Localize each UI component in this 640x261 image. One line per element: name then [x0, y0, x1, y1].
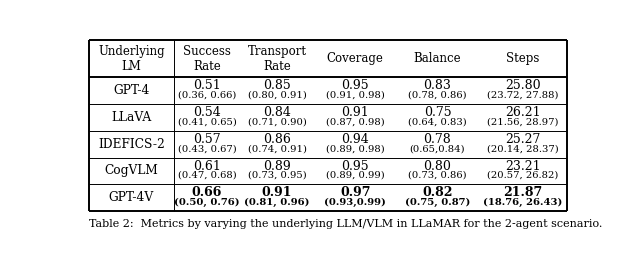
Text: (0.75, 0.87): (0.75, 0.87): [405, 198, 470, 207]
Text: (0.89, 0.98): (0.89, 0.98): [326, 144, 385, 153]
Text: (0.80, 0.91): (0.80, 0.91): [248, 91, 307, 99]
Text: 0.94: 0.94: [341, 133, 369, 146]
Text: Underlying
LM: Underlying LM: [98, 45, 164, 73]
Text: 0.95: 0.95: [342, 79, 369, 92]
Text: (0.74, 0.91): (0.74, 0.91): [248, 144, 307, 153]
Text: 0.78: 0.78: [424, 133, 451, 146]
Text: (0.64, 0.83): (0.64, 0.83): [408, 117, 467, 126]
Text: Transport
Rate: Transport Rate: [248, 45, 307, 73]
Text: (0.36, 0.66): (0.36, 0.66): [178, 91, 236, 99]
Text: (0.73, 0.95): (0.73, 0.95): [248, 171, 307, 180]
Text: (0.43, 0.67): (0.43, 0.67): [178, 144, 236, 153]
Text: (0.73, 0.86): (0.73, 0.86): [408, 171, 467, 180]
Text: 0.91: 0.91: [262, 186, 292, 199]
Text: 0.54: 0.54: [193, 106, 221, 119]
Text: 0.84: 0.84: [263, 106, 291, 119]
Text: LLaVA: LLaVA: [111, 111, 152, 124]
Text: (0.65,0.84): (0.65,0.84): [410, 144, 465, 153]
Text: (0.81, 0.96): (0.81, 0.96): [244, 198, 310, 207]
Text: (0.87, 0.98): (0.87, 0.98): [326, 117, 385, 126]
Text: 0.80: 0.80: [424, 160, 451, 173]
Text: Coverage: Coverage: [327, 52, 384, 65]
Text: 0.83: 0.83: [424, 79, 451, 92]
Text: 0.61: 0.61: [193, 160, 221, 173]
Text: 0.82: 0.82: [422, 186, 452, 199]
Text: (0.71, 0.90): (0.71, 0.90): [248, 117, 307, 126]
Text: 0.97: 0.97: [340, 186, 371, 199]
Text: 0.86: 0.86: [263, 133, 291, 146]
Text: (23.72, 27.88): (23.72, 27.88): [487, 91, 559, 99]
Text: 0.57: 0.57: [193, 133, 221, 146]
Text: (0.93,0.99): (0.93,0.99): [324, 198, 386, 207]
Text: Success
Rate: Success Rate: [183, 45, 231, 73]
Text: 0.95: 0.95: [342, 160, 369, 173]
Text: 0.66: 0.66: [192, 186, 222, 199]
Text: (20.14, 28.37): (20.14, 28.37): [487, 144, 559, 153]
Text: 23.21: 23.21: [505, 160, 541, 173]
Text: (0.78, 0.86): (0.78, 0.86): [408, 91, 467, 99]
Text: IDEFICS-2: IDEFICS-2: [98, 138, 165, 151]
Text: CogVLM: CogVLM: [104, 164, 159, 177]
Text: Steps: Steps: [506, 52, 540, 65]
Text: 0.75: 0.75: [424, 106, 451, 119]
Text: 0.91: 0.91: [341, 106, 369, 119]
Text: Balance: Balance: [413, 52, 461, 65]
Text: (21.56, 28.97): (21.56, 28.97): [487, 117, 559, 126]
Text: (0.50, 0.76): (0.50, 0.76): [174, 198, 240, 207]
Text: GPT-4: GPT-4: [113, 84, 150, 97]
Text: 26.21: 26.21: [505, 106, 541, 119]
Text: 0.51: 0.51: [193, 79, 221, 92]
Text: 25.80: 25.80: [505, 79, 541, 92]
Text: GPT-4V: GPT-4V: [109, 191, 154, 204]
Text: 21.87: 21.87: [503, 186, 543, 199]
Text: (20.57, 26.82): (20.57, 26.82): [487, 171, 559, 180]
Text: (0.47, 0.68): (0.47, 0.68): [178, 171, 236, 180]
Text: (0.89, 0.99): (0.89, 0.99): [326, 171, 385, 180]
Text: 25.27: 25.27: [505, 133, 541, 146]
Text: 0.89: 0.89: [263, 160, 291, 173]
Text: (0.41, 0.65): (0.41, 0.65): [177, 117, 236, 126]
Text: (18.76, 26.43): (18.76, 26.43): [483, 198, 563, 207]
Text: (0.91, 0.98): (0.91, 0.98): [326, 91, 385, 99]
Text: Table 2:  Metrics by varying the underlying LLM/VLM in LLaMAR for the 2-agent sc: Table 2: Metrics by varying the underlyi…: [89, 219, 602, 229]
Text: 0.85: 0.85: [263, 79, 291, 92]
